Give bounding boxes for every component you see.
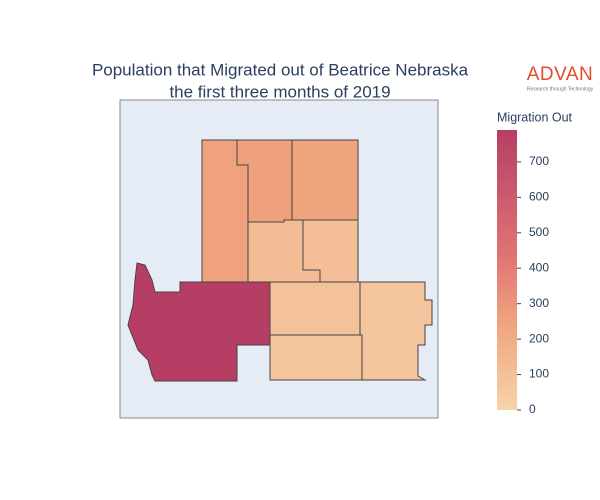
logo-name: ADVAN — [527, 64, 594, 85]
region — [359, 281, 433, 381]
colorbar-tick-label: 0 — [529, 402, 536, 416]
colorbar-tick-label: 400 — [529, 260, 549, 274]
colorbar-title: Migration Out — [497, 110, 573, 124]
region — [127, 262, 271, 382]
colorbar-tick-label: 500 — [529, 225, 549, 239]
colorbar-tick-label: 300 — [529, 296, 549, 310]
colorbar-tick-label: 600 — [529, 190, 549, 204]
colorbar-tick-label: 100 — [529, 367, 549, 381]
title-line: Population that Migrated out of Beatrice… — [92, 60, 469, 79]
region — [291, 139, 359, 221]
logo: ADVAN Research through Technology — [527, 64, 594, 92]
logo-tagline: Research through Technology — [527, 86, 594, 92]
colorbar — [497, 130, 517, 410]
region — [269, 334, 363, 381]
colorbar-tick-label: 200 — [529, 331, 549, 345]
colorbar-tick-label: 700 — [529, 154, 549, 168]
region — [269, 281, 361, 336]
title-line: the first three months of 2019 — [169, 82, 390, 101]
